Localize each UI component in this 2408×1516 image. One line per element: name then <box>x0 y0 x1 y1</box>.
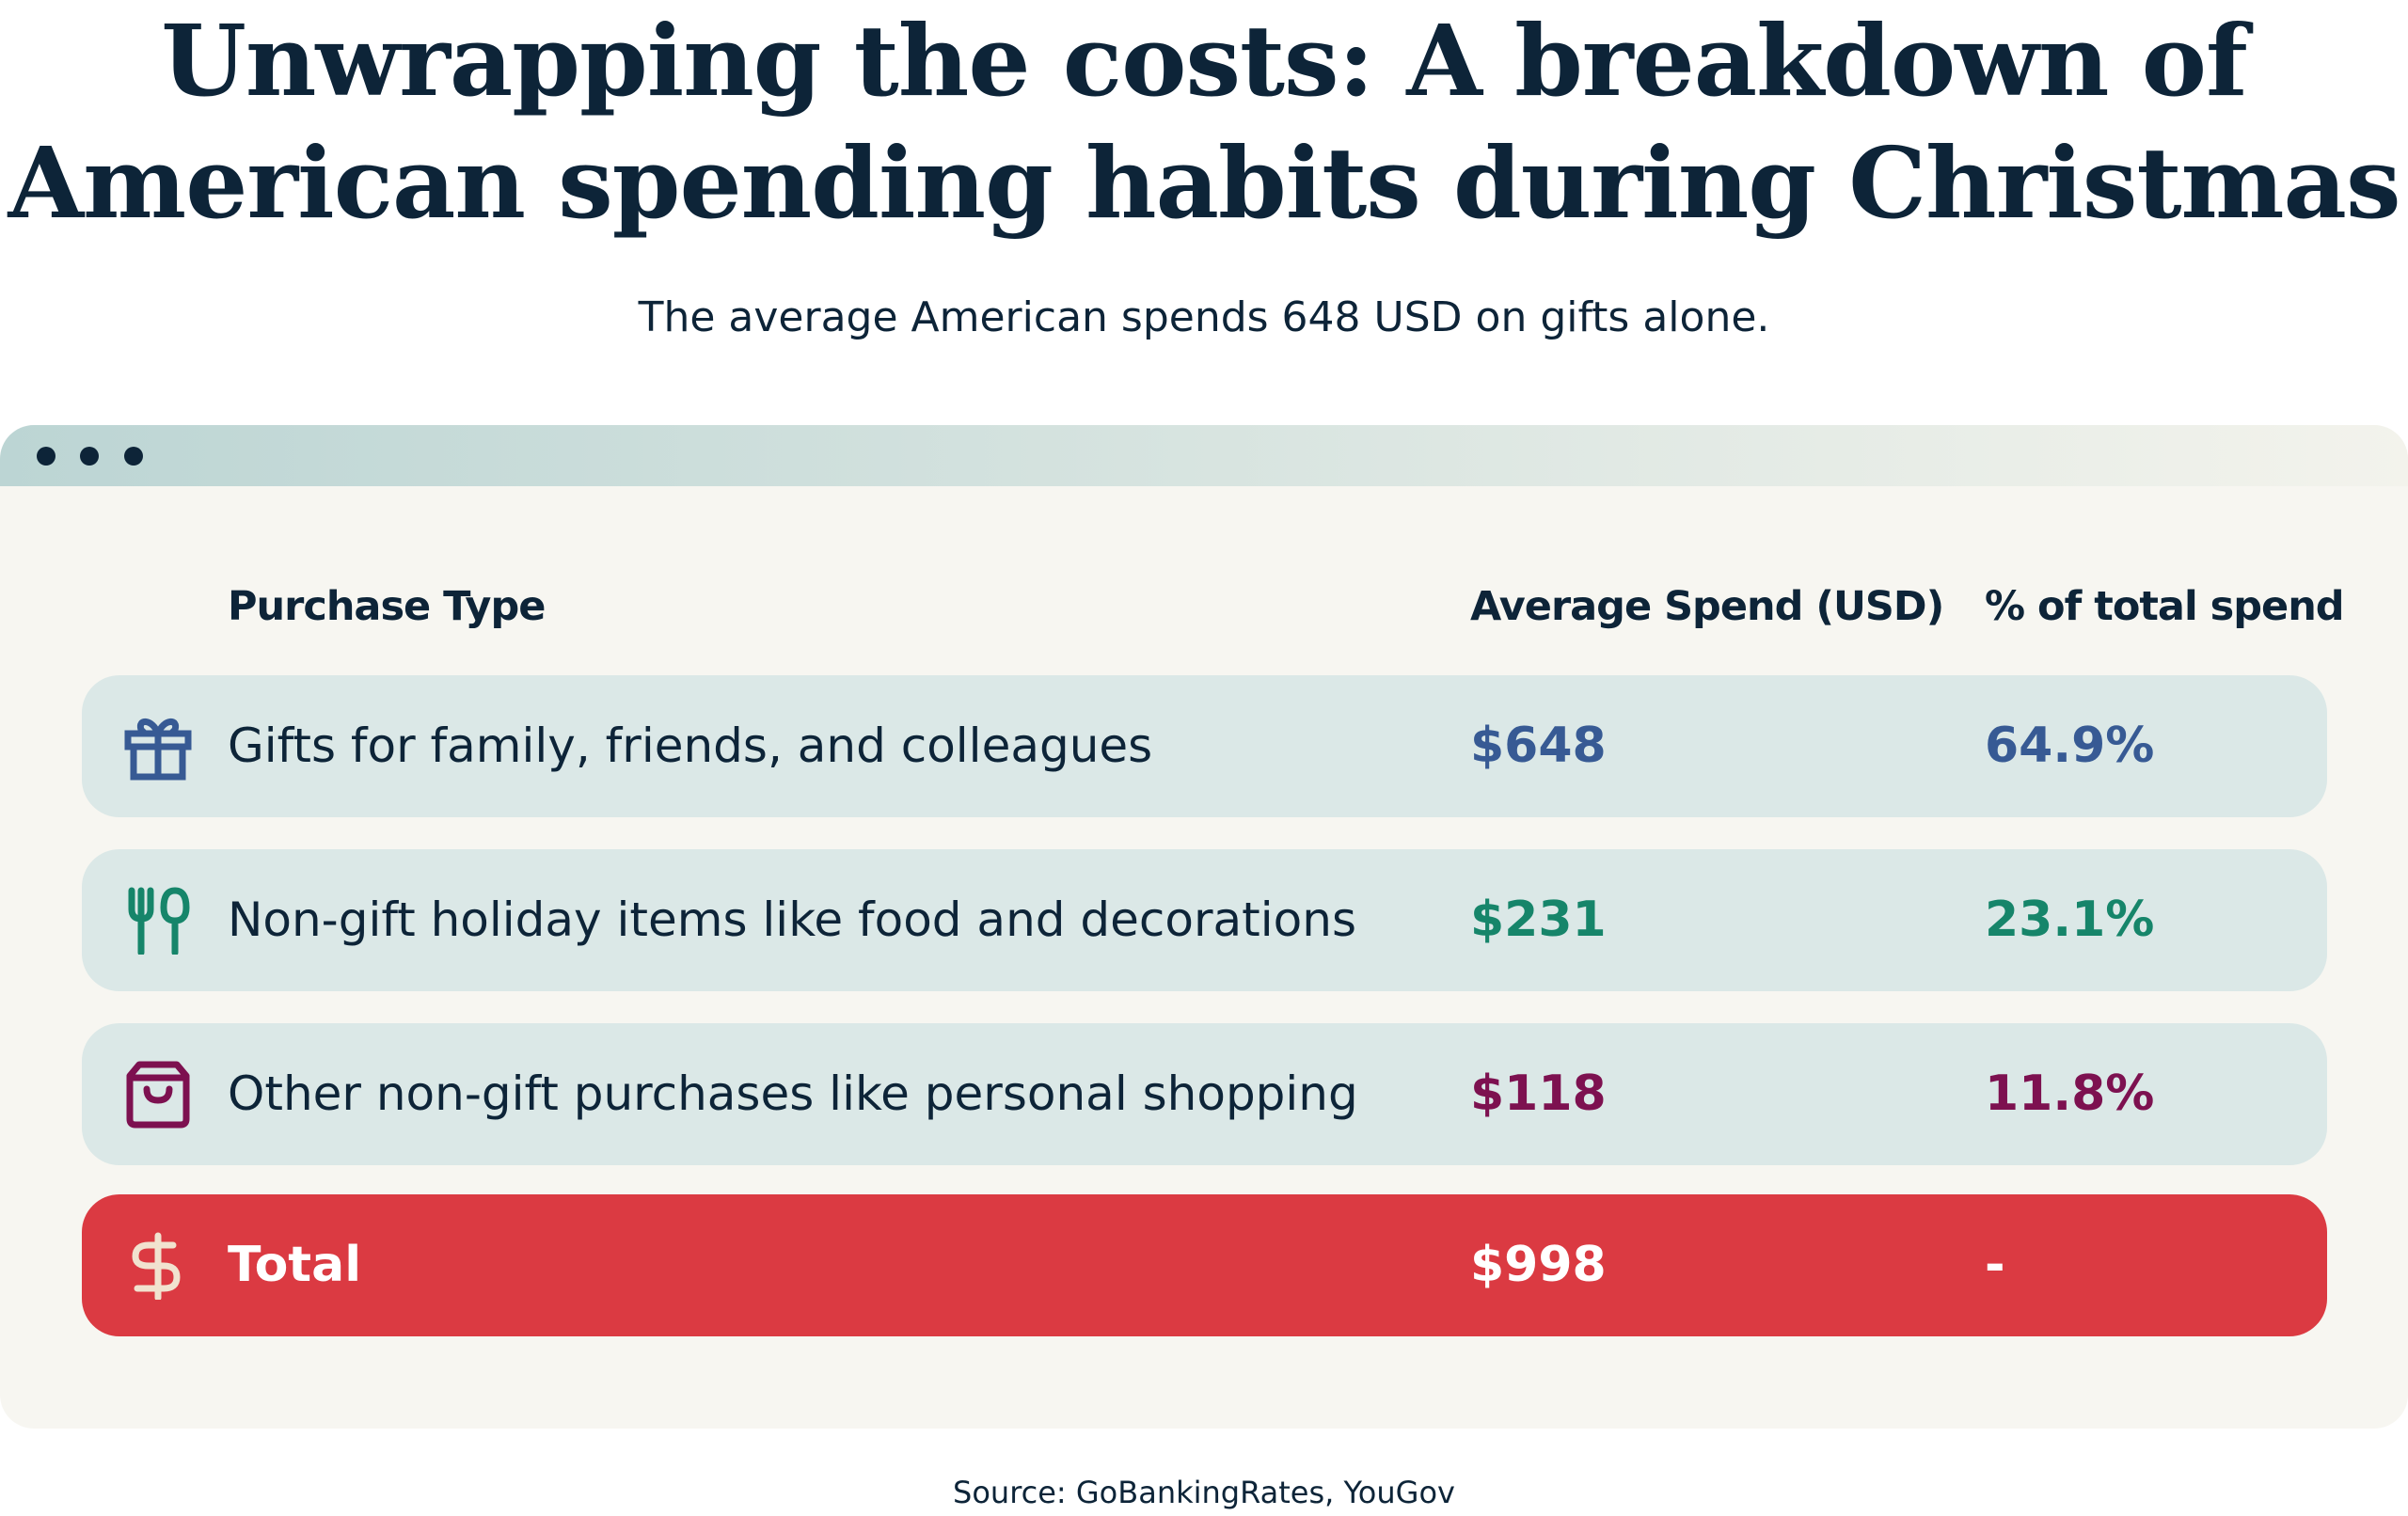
row-spend: $231 <box>1470 892 1607 948</box>
shopping-bag-icon <box>126 1061 190 1129</box>
total-percent: - <box>1985 1237 2005 1293</box>
total-label: Total <box>228 1237 362 1293</box>
row-label: Other non-gift purchases like personal s… <box>228 1066 1358 1121</box>
table-row: Gifts for family, friends, and colleague… <box>82 675 2327 817</box>
source-note: Source: GoBankingRates, YouGov <box>953 1475 1455 1510</box>
row-spend: $118 <box>1470 1066 1607 1122</box>
header-average-spend: Average Spend (USD) <box>1470 583 1944 630</box>
fork-spoon-icon <box>128 887 190 955</box>
table-card: Purchase Type Average Spend (USD) % of t… <box>0 425 2408 1429</box>
header-purchase-type: Purchase Type <box>228 583 546 630</box>
table-row: Non-gift holiday items like food and dec… <box>82 849 2327 991</box>
header-percent: % of total spend <box>1985 583 2345 630</box>
window-bar <box>0 425 2408 486</box>
dot-icon <box>37 447 55 466</box>
row-label: Non-gift holiday items like food and dec… <box>228 892 1356 947</box>
row-spend: $648 <box>1470 718 1607 774</box>
row-percent: 11.8% <box>1985 1066 2155 1122</box>
dollar-icon <box>132 1232 181 1300</box>
title-line-2: American spending habits during Christma… <box>8 125 2400 241</box>
page-title: Unwrapping the costs: A breakdown of Ame… <box>0 0 2408 245</box>
dot-icon <box>124 447 143 466</box>
table-row: Other non-gift purchases like personal s… <box>82 1023 2327 1165</box>
total-row: Total $998 - <box>82 1194 2327 1336</box>
gift-icon <box>124 719 192 781</box>
row-label: Gifts for family, friends, and colleague… <box>228 719 1153 773</box>
subtitle: The average American spends 648 USD on g… <box>638 293 1770 341</box>
row-percent: 23.1% <box>1985 892 2155 948</box>
title-line-1: Unwrapping the costs: A breakdown of <box>161 3 2248 118</box>
total-spend: $998 <box>1470 1237 1607 1293</box>
row-percent: 64.9% <box>1985 718 2155 774</box>
dot-icon <box>80 447 99 466</box>
